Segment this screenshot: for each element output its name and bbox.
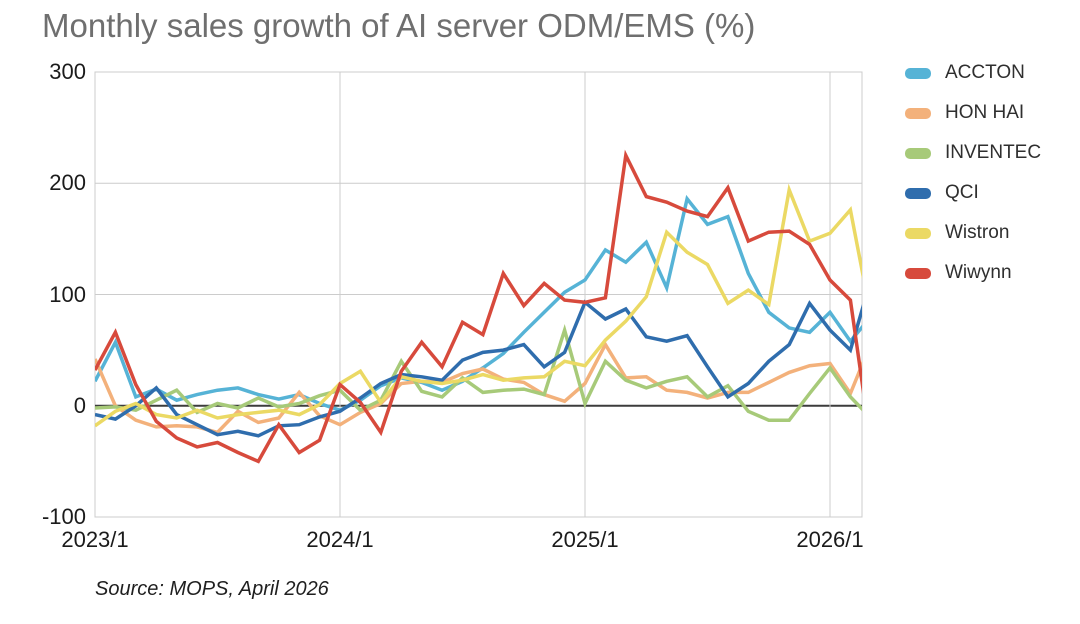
legend-item-label: HON HAI [945,102,1025,123]
legend-swatch-inventec [905,147,931,159]
legend-item-label: ACCTON [945,62,1025,83]
y-axis-label-100: 100 [49,281,86,307]
legend-item-qci[interactable]: QCI [905,182,1041,204]
source-note: Source: MOPS, April 2026 [95,578,329,600]
legend-swatch-qci [905,187,931,199]
legend-item-label: QCI [945,182,979,203]
legend-swatch-wistron [905,227,931,239]
series-line-hon-hai [95,341,862,435]
x-axis-label-2023-1: 2023/1 [61,527,129,552]
series-line-wistron [95,183,862,428]
legend-item-label: Wiwynn [945,262,1012,283]
legend-item-hon-hai[interactable]: HON HAI [905,102,1041,124]
series-line-inventec [95,323,862,422]
legend-swatch-accton [905,67,931,79]
x-axis-label-2024-1: 2024/1 [306,527,374,552]
x-axis-label-2026-1: 2026/1 [796,527,864,552]
x-axis-label-2025-1: 2025/1 [551,527,619,552]
chart-title: Monthly sales growth of AI server ODM/EM… [42,7,756,44]
legend-swatch-hon-hai [905,107,931,119]
y-axis-label-300: 300 [49,59,86,84]
series-line-wiwynn [95,149,862,464]
legend-item-wiwynn[interactable]: Wiwynn [905,262,1041,284]
series-line-qci [95,299,862,438]
legend: ACCTON HON HAI INVENTEC QCI Wistron Wiwynn [905,62,1041,284]
legend-item-wistron[interactable]: Wistron [905,222,1041,244]
y-axis-label--100: -100 [41,504,86,529]
legend-item-accton[interactable]: ACCTON [905,62,1041,84]
legend-item-inventec[interactable]: INVENTEC [905,142,1041,164]
legend-item-label: INVENTEC [945,142,1042,163]
y-axis-label-200: 200 [49,170,86,196]
legend-item-label: Wistron [945,222,1010,243]
legend-swatch-wiwynn [905,267,931,279]
y-axis-label-0: 0 [73,392,86,418]
series-group [95,149,862,464]
